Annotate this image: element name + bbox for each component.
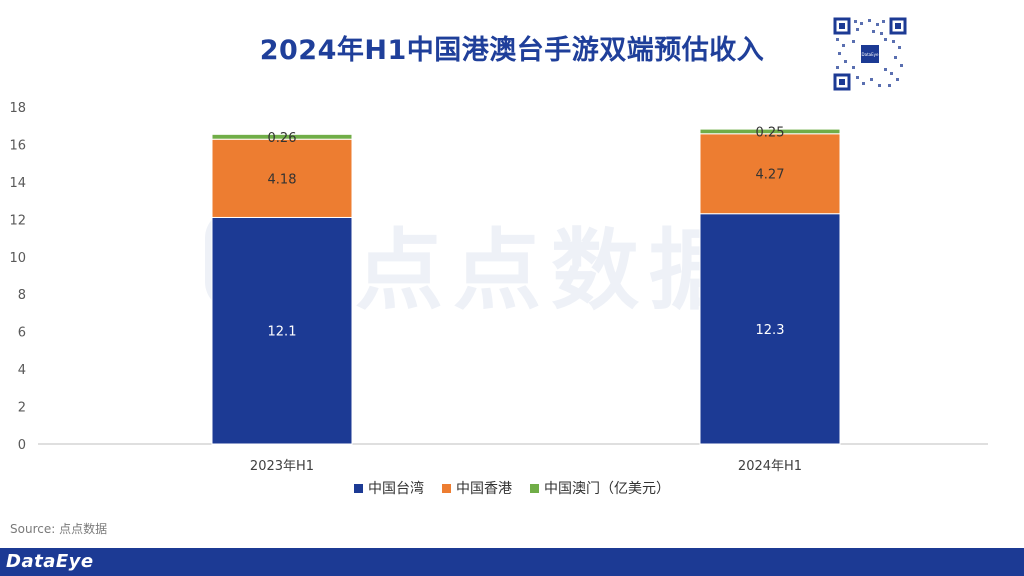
data-label: 0.25 [756, 125, 785, 140]
y-tick-label: 14 [9, 176, 26, 191]
y-tick-label: 6 [18, 326, 26, 341]
y-axis: 0 2 4 6 8 10 12 14 16 18 [9, 101, 26, 453]
y-tick-label: 2 [18, 401, 26, 416]
y-tick-label: 8 [18, 288, 26, 303]
data-label: 0.26 [268, 131, 297, 146]
data-label: 4.27 [756, 168, 785, 183]
stacked-bar-chart: 0 2 4 6 8 10 12 14 16 18 12.1 4.18 0.26 12.3 4.27 0.25… [9, 101, 988, 474]
footer-bar: DataEye [0, 548, 1024, 576]
chart-title: 2024年H1中国港澳台手游双端预估收入 [259, 35, 765, 66]
legend-item-hongkong: 中国香港 [442, 478, 512, 498]
legend-label-macau: 中国澳门（亿美元） [544, 481, 670, 497]
bar-segment [211, 138, 353, 218]
legend-item-taiwan: 中国台湾 [354, 478, 424, 498]
legend-label-taiwan: 中国台湾 [368, 481, 424, 497]
y-tick-label: 10 [9, 251, 26, 266]
bar-segment [699, 133, 841, 215]
bar-segment [699, 128, 841, 135]
y-tick-label: 16 [9, 138, 26, 153]
data-label: 12.3 [756, 323, 785, 338]
data-label: 4.18 [268, 172, 297, 187]
x-tick-label: 2023年H1 [250, 459, 314, 474]
x-axis-labels: 2023年H1 2024年H1 [250, 459, 802, 474]
source-note: Source: 点点数据 [10, 522, 108, 536]
bar-segment [699, 213, 841, 445]
y-tick-label: 18 [9, 101, 26, 116]
legend-label-hongkong: 中国香港 [456, 481, 512, 497]
legend-swatch-hongkong [442, 483, 451, 493]
legend-swatch-taiwan [354, 483, 363, 493]
y-tick-label: 4 [18, 363, 26, 378]
brand-logo: DataEye [6, 551, 94, 572]
watermark-text: 点点数据 [355, 219, 748, 322]
qr-code-icon: DataEye [832, 16, 908, 92]
legend: 中国台湾 中国香港 中国澳门（亿美元） [0, 478, 1024, 498]
qr-center-label: DataEye [862, 52, 879, 57]
legend-item-macau: 中国澳门（亿美元） [530, 478, 670, 498]
x-tick-label: 2024年H1 [738, 459, 802, 474]
data-label: 12.1 [268, 325, 297, 340]
legend-swatch-macau [530, 483, 539, 493]
y-tick-label: 0 [18, 438, 26, 453]
bar-segment [211, 133, 353, 140]
bars: 12.1 4.18 0.26 12.3 4.27 0.25 [211, 125, 841, 445]
y-tick-label: 12 [9, 213, 26, 228]
